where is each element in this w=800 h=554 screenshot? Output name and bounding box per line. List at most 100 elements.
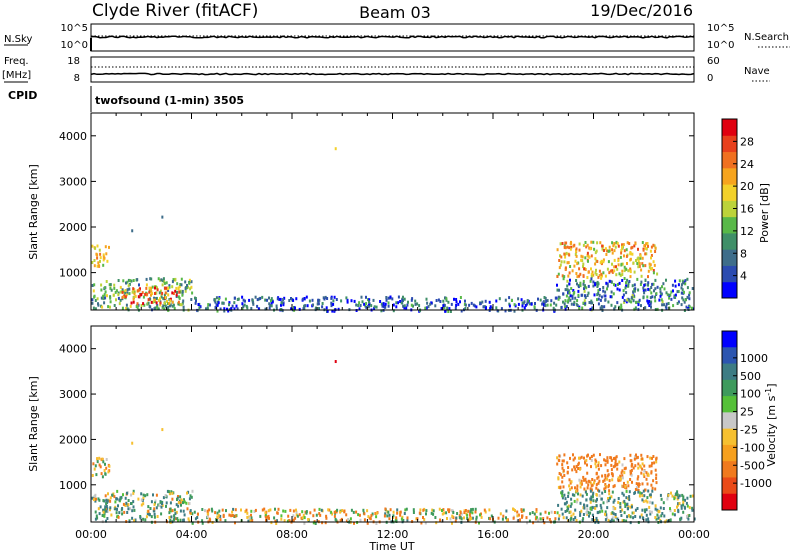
power-cell — [599, 306, 602, 310]
power-cell — [592, 240, 595, 244]
power-cell — [633, 307, 636, 311]
power-cell — [126, 291, 129, 295]
power-cell — [592, 280, 595, 284]
power-cell — [621, 269, 624, 273]
power-cell — [188, 281, 191, 285]
power-cell — [219, 307, 222, 311]
velocity-cell — [175, 510, 178, 514]
power-cell — [562, 300, 564, 304]
velocity-cell — [216, 515, 219, 519]
power-cell — [243, 303, 246, 307]
power-cell — [303, 306, 306, 310]
velocity-cell — [221, 508, 224, 512]
power-cell — [632, 299, 635, 303]
power-cell — [660, 298, 663, 302]
velocity-cell — [519, 518, 521, 522]
power-cell — [691, 306, 693, 310]
power-cell — [145, 286, 148, 290]
power-cell — [583, 289, 586, 293]
power-cell — [637, 259, 640, 263]
velocity-cell — [595, 519, 598, 523]
velocity-cell — [396, 511, 399, 515]
velocity-cell — [617, 497, 620, 500]
velocity-cell — [604, 486, 607, 490]
power-cell — [447, 310, 450, 313]
velocity-cell — [591, 493, 594, 497]
power-cell — [604, 290, 607, 294]
power-cell — [647, 281, 650, 285]
power-colorbar-tick-label: 24 — [740, 158, 754, 171]
x-tick-label: 12:00 — [377, 528, 409, 541]
power-cell — [294, 306, 296, 310]
velocity-cell — [569, 510, 572, 514]
velocity-cell — [645, 513, 648, 517]
velocity-cell — [127, 503, 130, 507]
velocity-cell — [366, 521, 369, 525]
velocity-cell — [597, 467, 600, 471]
velocity-cell — [647, 489, 650, 493]
velocity-cell — [501, 517, 504, 521]
velocity-cell — [469, 509, 472, 513]
power-cell — [596, 283, 599, 287]
power-cell — [581, 259, 584, 263]
power-cell — [171, 291, 174, 295]
power-cell — [622, 293, 625, 297]
power-cell — [130, 279, 133, 283]
power-cell — [434, 304, 437, 308]
velocity-cell — [613, 484, 616, 488]
velocity-cell — [249, 519, 252, 522]
velocity-cell — [610, 518, 613, 522]
power-cell — [464, 307, 467, 310]
velocity-cell — [185, 501, 188, 505]
power-cell — [608, 279, 611, 283]
power-cell — [96, 244, 99, 248]
nave-tick-low: 0 — [707, 73, 713, 84]
velocity-cell — [595, 516, 598, 520]
power-cell — [110, 288, 113, 292]
power-cell — [365, 302, 368, 305]
velocity-cell — [591, 518, 594, 521]
power-cell — [586, 276, 589, 279]
power-cell — [308, 299, 311, 303]
velocity-cell — [651, 501, 654, 505]
power-cell — [522, 301, 525, 305]
power-cell — [495, 306, 498, 310]
velocity-cell — [601, 474, 604, 478]
power-cell — [178, 296, 181, 300]
velocity-cell — [634, 455, 637, 459]
velocity-cell — [639, 464, 641, 468]
velocity-cell — [107, 470, 110, 474]
power-cell — [165, 286, 168, 290]
power-cell — [613, 283, 615, 287]
power-cell — [569, 294, 572, 298]
velocity-cell — [302, 513, 305, 517]
power-cell — [264, 298, 267, 302]
velocity-cell — [430, 511, 433, 515]
power-cell — [367, 298, 369, 302]
velocity-cell — [123, 510, 126, 514]
power-cell — [318, 298, 321, 302]
power-cell — [572, 289, 575, 292]
power-cell — [268, 306, 271, 310]
velocity-cell — [244, 510, 247, 514]
power-cell — [301, 297, 304, 301]
power-cell — [282, 303, 285, 307]
velocity-cell — [104, 472, 107, 476]
power-cell — [444, 309, 447, 313]
power-cell — [109, 300, 112, 304]
power-cell — [639, 256, 642, 260]
power-cell — [346, 300, 349, 304]
power-cell — [335, 298, 338, 301]
velocity-cell — [679, 517, 682, 521]
velocity-cell — [441, 509, 443, 512]
power-cell — [652, 269, 655, 272]
power-cell — [144, 292, 147, 296]
power-cell — [379, 300, 382, 303]
power-cell — [654, 250, 657, 253]
velocity-cell — [528, 519, 531, 523]
velocity-cell — [626, 480, 629, 484]
velocity-cell — [369, 517, 372, 521]
velocity-cell — [516, 514, 519, 518]
power-cell — [117, 296, 120, 300]
